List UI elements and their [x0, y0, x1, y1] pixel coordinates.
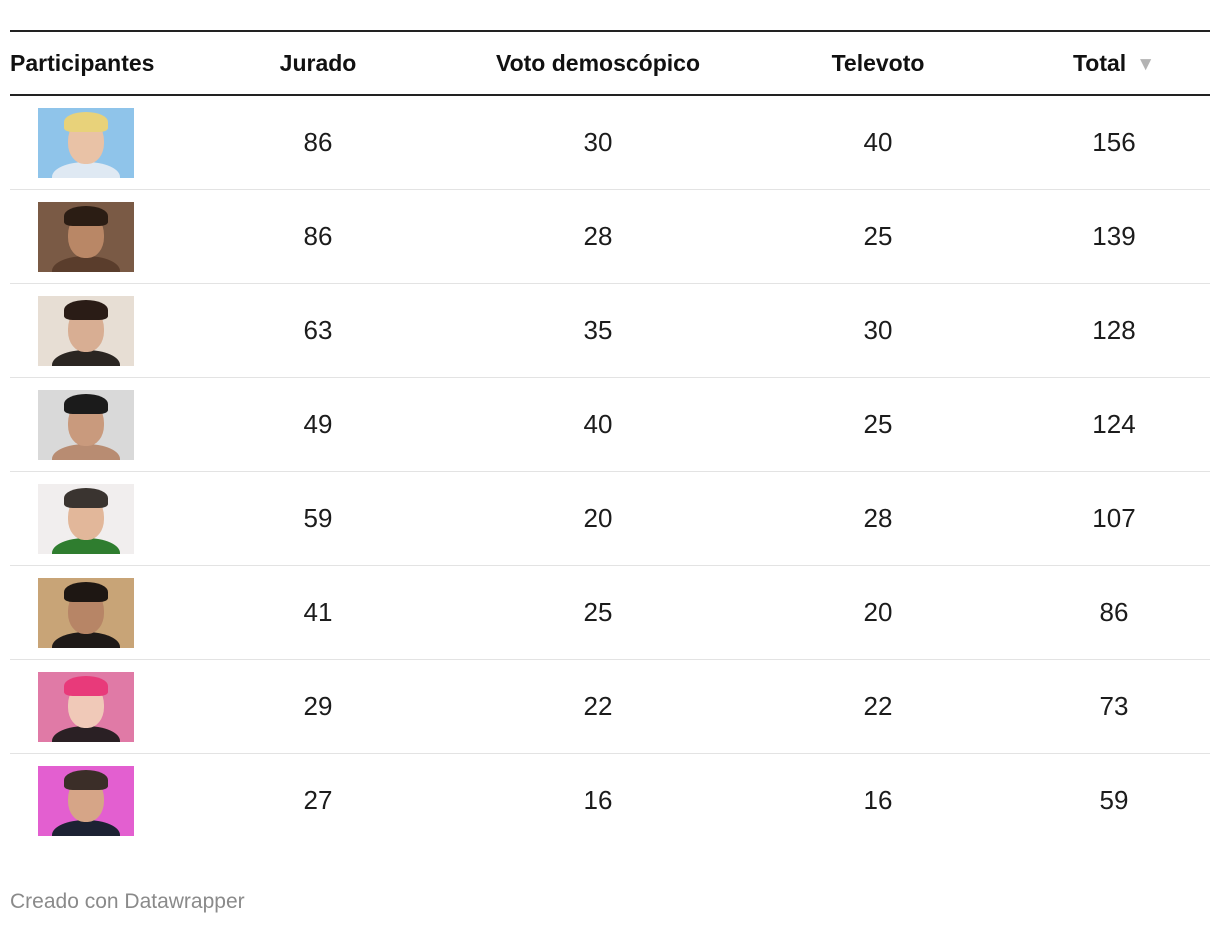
table-row: 86 28 25 139 [10, 189, 1210, 284]
participant-cell [10, 189, 178, 284]
photo-hair [64, 205, 108, 226]
photo-shoulders [52, 537, 120, 554]
cell-total: 59 [1099, 785, 1129, 815]
header-voto-demoscopico[interactable]: Voto demoscópico [458, 30, 738, 96]
sort-descending-icon[interactable]: ▼ [1136, 53, 1156, 75]
photo-shoulders [52, 349, 120, 366]
participant-photo [38, 295, 134, 366]
cell-total: 73 [1018, 659, 1210, 754]
cell-voto-demoscopico: 28 [458, 189, 738, 284]
photo-shoulders [52, 255, 120, 272]
participant-cell [10, 283, 178, 378]
cell-jurado: 86 [178, 189, 458, 284]
participant-photo [38, 577, 134, 648]
cell-televoto: 25 [738, 377, 1018, 472]
photo-shoulders [52, 725, 120, 742]
cell-televoto: 40 [738, 95, 1018, 190]
cell-jurado: 29 [178, 659, 458, 754]
participant-photo [38, 201, 134, 272]
cell-voto-demoscopico: 30 [458, 95, 738, 190]
photo-hair [64, 769, 108, 790]
header-demoscopico-label: Voto demoscópico [495, 49, 701, 76]
header-televoto[interactable]: Televoto [738, 30, 1018, 96]
cell-total: 86 [1018, 565, 1210, 660]
cell-jurado: 49 [178, 377, 458, 472]
datawrapper-credit[interactable]: Creado con Datawrapper [10, 890, 245, 913]
photo-hair [64, 487, 108, 508]
table-row: 29 22 22 73 [10, 659, 1210, 754]
header-participantes-label: Participantes [10, 49, 155, 76]
cell-total: 139 [1018, 189, 1210, 284]
cell-jurado: 86 [178, 95, 458, 190]
participant-cell [10, 565, 178, 660]
cell-voto-demoscopico: 35 [458, 283, 738, 378]
cell-total: 128 [1018, 283, 1210, 378]
cell-voto-demoscopico: 25 [458, 565, 738, 660]
photo-hair [64, 299, 108, 320]
cell-voto-demoscopico: 16 [583, 785, 613, 815]
results-table: Participantes Jurado Voto demoscópico Te… [10, 30, 1210, 847]
cell-total: 107 [1018, 471, 1210, 566]
cell-total: 124 [1018, 377, 1210, 472]
header-televoto-label: Televoto [831, 49, 925, 76]
header-participantes[interactable]: Participantes [10, 30, 178, 96]
cell-televoto: 22 [738, 659, 1018, 754]
table-body: 86 30 40 156 86 28 25 139 63 35 30 128 49 40 25 124 59 20… [10, 95, 1210, 847]
table-row: 41 25 20 86 [10, 565, 1210, 660]
cell-jurado: 41 [178, 565, 458, 660]
photo-hair [64, 393, 108, 414]
header-jurado[interactable]: Jurado [178, 30, 458, 96]
photo-shoulders [52, 161, 120, 178]
header-total[interactable]: Total ▼ [1018, 30, 1210, 96]
table-row: 49 40 25 124 [10, 377, 1210, 472]
photo-hair [64, 581, 108, 602]
participant-cell [10, 95, 178, 190]
participant-photo [38, 483, 134, 554]
header-total-label: Total [1072, 49, 1127, 76]
participant-photo [38, 671, 134, 742]
header-row: Participantes Jurado Voto demoscópico Te… [10, 30, 1210, 96]
participant-cell [10, 754, 178, 848]
header-jurado-label: Jurado [279, 49, 357, 76]
cell-total: 156 [1018, 95, 1210, 190]
cell-televoto: 25 [738, 189, 1018, 284]
cell-voto-demoscopico: 20 [458, 471, 738, 566]
photo-hair [64, 675, 108, 696]
photo-shoulders [52, 819, 120, 836]
cell-televoto: 16 [863, 785, 893, 815]
cell-jurado: 63 [178, 283, 458, 378]
participant-cell [10, 377, 178, 472]
photo-shoulders [52, 631, 120, 648]
participant-cell [10, 659, 178, 754]
table-row: 59 20 28 107 [10, 471, 1210, 566]
table-row: 27 16 16 59 [10, 754, 1210, 848]
cell-voto-demoscopico: 40 [458, 377, 738, 472]
participant-photo [38, 107, 134, 178]
results-table-container: Participantes Jurado Voto demoscópico Te… [10, 30, 1210, 847]
photo-hair [64, 111, 108, 132]
cell-voto-demoscopico: 22 [458, 659, 738, 754]
cell-televoto: 28 [738, 471, 1018, 566]
cell-jurado: 59 [178, 471, 458, 566]
photo-shoulders [52, 443, 120, 460]
table-row: 86 30 40 156 [10, 95, 1210, 190]
participant-photo [38, 765, 134, 836]
cell-televoto: 20 [738, 565, 1018, 660]
cell-jurado: 27 [303, 785, 333, 815]
table-row: 63 35 30 128 [10, 283, 1210, 378]
participant-cell [10, 471, 178, 566]
participant-photo [38, 389, 134, 460]
cell-televoto: 30 [738, 283, 1018, 378]
